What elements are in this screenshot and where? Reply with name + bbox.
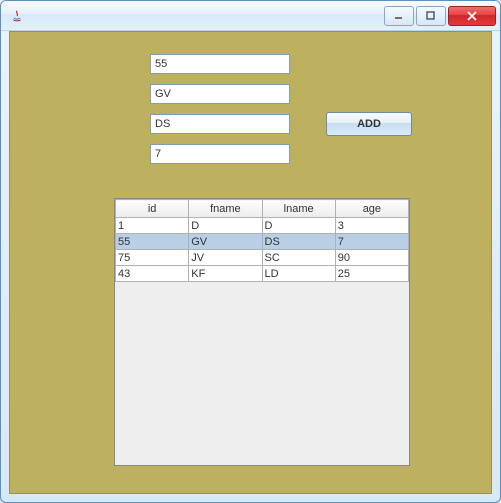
- cell-fname[interactable]: GV: [189, 234, 262, 250]
- cell-id[interactable]: 43: [116, 266, 189, 282]
- cell-age[interactable]: 7: [335, 234, 408, 250]
- age-field[interactable]: [150, 144, 290, 164]
- cell-fname[interactable]: D: [189, 218, 262, 234]
- cell-id[interactable]: 75: [116, 250, 189, 266]
- maximize-button[interactable]: [416, 6, 446, 26]
- cell-fname[interactable]: KF: [189, 266, 262, 282]
- table-row[interactable]: 75JVSC90: [116, 250, 409, 266]
- app-window: ADD id fname lname age 1DD355GVDS775JVSC…: [0, 0, 501, 503]
- col-fname[interactable]: fname: [189, 200, 262, 218]
- close-button[interactable]: [448, 6, 496, 26]
- lname-field[interactable]: [150, 114, 290, 134]
- table-header-row: id fname lname age: [116, 200, 409, 218]
- cell-lname[interactable]: LD: [262, 266, 335, 282]
- data-table[interactable]: id fname lname age 1DD355GVDS775JVSC9043…: [115, 199, 409, 282]
- col-lname[interactable]: lname: [262, 200, 335, 218]
- add-button[interactable]: ADD: [326, 112, 412, 136]
- cell-lname[interactable]: SC: [262, 250, 335, 266]
- table-row[interactable]: 43KFLD25: [116, 266, 409, 282]
- cell-age[interactable]: 90: [335, 250, 408, 266]
- form-area: [150, 54, 290, 174]
- id-field[interactable]: [150, 54, 290, 74]
- table-row[interactable]: 1DD3: [116, 218, 409, 234]
- cell-fname[interactable]: JV: [189, 250, 262, 266]
- java-icon: [9, 8, 25, 24]
- fname-field[interactable]: [150, 84, 290, 104]
- table-row[interactable]: 55GVDS7: [116, 234, 409, 250]
- titlebar[interactable]: [1, 1, 500, 31]
- col-age[interactable]: age: [335, 200, 408, 218]
- col-id[interactable]: id: [116, 200, 189, 218]
- cell-age[interactable]: 3: [335, 218, 408, 234]
- cell-id[interactable]: 1: [116, 218, 189, 234]
- cell-id[interactable]: 55: [116, 234, 189, 250]
- window-controls: [384, 6, 496, 26]
- table-container: id fname lname age 1DD355GVDS775JVSC9043…: [114, 198, 410, 466]
- content-panel: ADD id fname lname age 1DD355GVDS775JVSC…: [9, 31, 492, 494]
- cell-lname[interactable]: D: [262, 218, 335, 234]
- cell-lname[interactable]: DS: [262, 234, 335, 250]
- cell-age[interactable]: 25: [335, 266, 408, 282]
- minimize-button[interactable]: [384, 6, 414, 26]
